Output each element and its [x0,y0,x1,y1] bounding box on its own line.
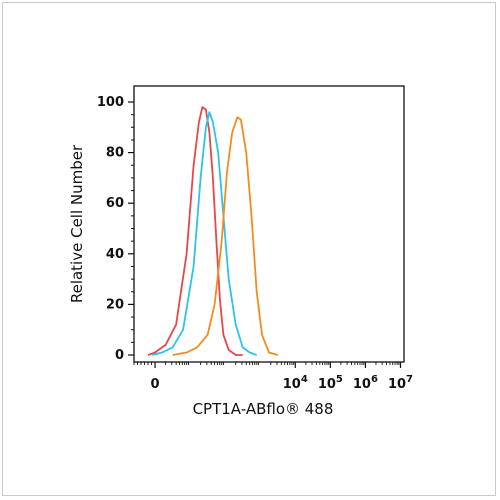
plot-area: 0 20 40 60 80 100 0 104 105 106 107 [97,85,413,392]
y-tick-label-20: 20 [106,297,124,312]
x-tick-label-0: 0 [151,377,160,392]
figure-frame [2,2,496,496]
plot-frame [133,85,405,363]
series-line-2 [151,111,258,356]
y-tick-label-60: 60 [106,196,124,211]
y-tick-label-80: 80 [106,146,124,161]
y-axis-title: Relative Cell Number [68,144,86,303]
y-tick-label-0: 0 [115,348,124,363]
series-line-3 [172,116,279,356]
x-tick-label-5: 105 [318,374,343,392]
y-tick-label-100: 100 [97,95,124,110]
y-tick-label-40: 40 [106,247,124,262]
x-tick-label-7: 107 [388,374,413,392]
series-line-1 [147,106,243,356]
x-tick-label-6: 106 [353,374,378,392]
x-axis-title: CPT1A-ABflo® 488 [193,400,334,418]
x-tick-label-4: 104 [283,374,308,392]
